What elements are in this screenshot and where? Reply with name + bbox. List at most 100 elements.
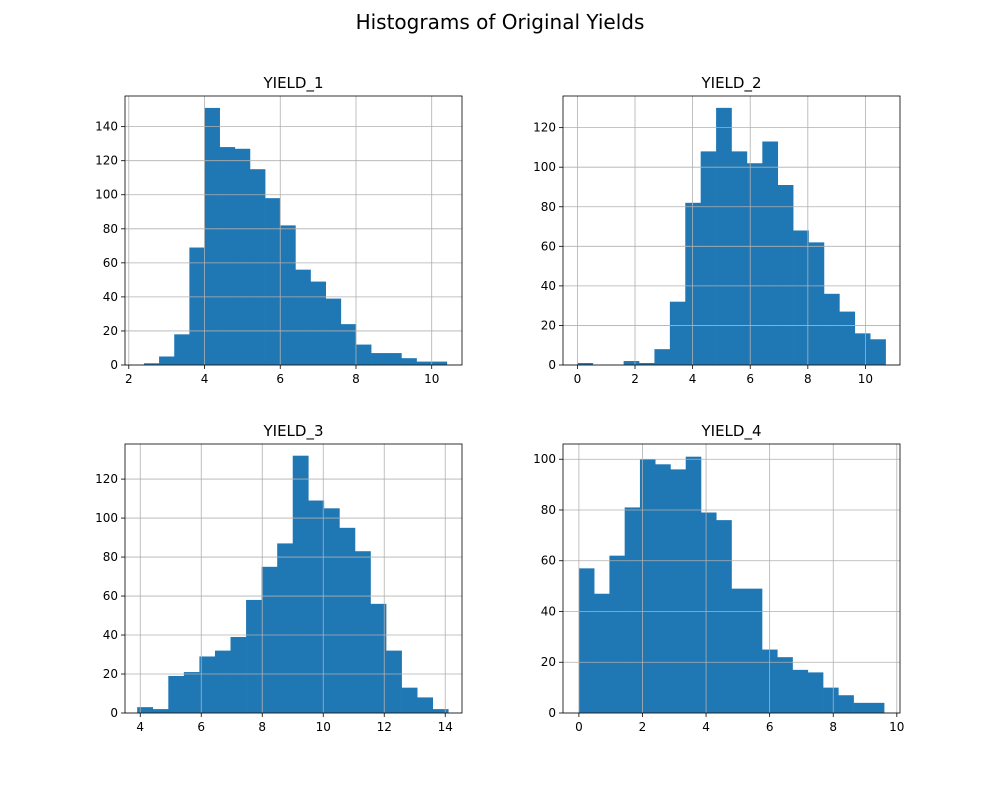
x-tick-label: 4 bbox=[702, 720, 710, 734]
histogram-bar bbox=[137, 707, 154, 713]
histogram-bar bbox=[265, 198, 281, 365]
histogram-bar bbox=[386, 353, 402, 365]
x-tick-label: 14 bbox=[438, 720, 453, 734]
histogram-bar bbox=[839, 311, 856, 365]
panel-title: YIELD_1 bbox=[262, 74, 323, 93]
histogram-bar bbox=[685, 456, 702, 713]
histogram-bar bbox=[168, 675, 185, 713]
histogram-bar bbox=[609, 555, 625, 713]
y-tick-label: 20 bbox=[541, 655, 556, 669]
x-tick-label: 4 bbox=[201, 372, 209, 386]
panel-title: YIELD_3 bbox=[262, 422, 323, 441]
x-tick-label: 6 bbox=[197, 720, 205, 734]
histogram-bar bbox=[401, 358, 417, 365]
histogram-bar bbox=[354, 551, 371, 713]
histogram-bar bbox=[685, 202, 701, 365]
histogram-bar bbox=[594, 593, 610, 713]
histogram-bar bbox=[219, 147, 236, 365]
histogram-bar bbox=[431, 361, 448, 365]
x-tick-label: 8 bbox=[258, 720, 266, 734]
histogram-bar bbox=[339, 527, 356, 713]
panel-title: YIELD_2 bbox=[700, 74, 761, 93]
x-tick-label: 4 bbox=[689, 372, 697, 386]
x-tick-label: 0 bbox=[574, 372, 582, 386]
histogram-bar bbox=[853, 702, 870, 713]
histogram-bar bbox=[792, 669, 809, 713]
histogram-bar bbox=[700, 151, 717, 365]
histogram-bar bbox=[189, 247, 205, 365]
x-tick-label: 8 bbox=[804, 372, 812, 386]
histogram-bar bbox=[762, 141, 779, 365]
axes-frame bbox=[124, 95, 463, 366]
axes-frame bbox=[124, 443, 463, 714]
x-tick-label: 2 bbox=[631, 372, 639, 386]
histogram-bar bbox=[870, 339, 886, 365]
histogram-bar bbox=[731, 588, 748, 713]
histogram-bar bbox=[246, 599, 262, 713]
histogram-bar bbox=[639, 363, 655, 365]
histogram-bar bbox=[777, 185, 794, 365]
histogram-bar bbox=[340, 324, 357, 365]
y-tick-label: 40 bbox=[541, 279, 556, 293]
histogram-bar bbox=[292, 455, 309, 713]
x-tick-label: 8 bbox=[352, 372, 360, 386]
histogram-bar bbox=[325, 298, 342, 365]
histogram-bar bbox=[183, 672, 200, 713]
histogram-bar bbox=[670, 469, 687, 713]
histogram-bar bbox=[623, 361, 640, 365]
histogram-bar bbox=[654, 349, 671, 365]
histogram-bar bbox=[401, 687, 418, 713]
y-tick-label: 80 bbox=[103, 222, 118, 236]
histogram-bar bbox=[249, 169, 266, 365]
histogram-bar bbox=[417, 697, 434, 713]
histogram-bar bbox=[230, 636, 247, 713]
y-tick-label: 120 bbox=[95, 154, 118, 168]
histogram-bar bbox=[577, 363, 594, 365]
x-tick-label: 6 bbox=[746, 372, 754, 386]
y-tick-label: 40 bbox=[103, 290, 118, 304]
histogram-bar bbox=[807, 672, 824, 713]
x-tick-label: 2 bbox=[639, 720, 647, 734]
histogram-bar bbox=[214, 650, 231, 713]
x-tick-label: 2 bbox=[125, 372, 133, 386]
y-tick-label: 100 bbox=[533, 160, 556, 174]
histogram-bar bbox=[746, 163, 763, 365]
histogram-bar bbox=[716, 520, 732, 713]
histogram-bar bbox=[277, 543, 294, 713]
histogram-panel-3: 4 6 8 10 12 14 0 20 40 60 80 100 120 YIELD_3 bbox=[95, 422, 463, 734]
y-tick-label: 100 bbox=[533, 452, 556, 466]
x-tick-label: 10 bbox=[316, 720, 331, 734]
y-tick-label: 140 bbox=[95, 120, 118, 134]
y-tick-label: 80 bbox=[541, 200, 556, 214]
x-tick-label: 4 bbox=[136, 720, 144, 734]
histogram-bar bbox=[308, 500, 325, 713]
figure-title: Histograms of Original Yields bbox=[355, 10, 645, 34]
histogram-bar bbox=[386, 650, 402, 713]
y-tick-label: 120 bbox=[95, 472, 118, 486]
x-tick-label: 12 bbox=[377, 720, 392, 734]
histogram-bar bbox=[669, 301, 686, 365]
histogram-bar bbox=[370, 603, 387, 713]
y-tick-label: 80 bbox=[541, 503, 556, 517]
y-tick-label: 40 bbox=[103, 628, 118, 642]
panel-title: YIELD_4 bbox=[700, 422, 761, 441]
histogram-bar bbox=[295, 269, 311, 365]
y-tick-label: 20 bbox=[103, 667, 118, 681]
histogram-bar bbox=[355, 344, 372, 365]
x-tick-label: 10 bbox=[858, 372, 873, 386]
y-tick-label: 100 bbox=[95, 188, 118, 202]
histogram-bar bbox=[280, 225, 296, 365]
x-tick-label: 6 bbox=[766, 720, 774, 734]
y-tick-label: 0 bbox=[548, 706, 556, 720]
histogram-bar bbox=[159, 356, 175, 365]
y-tick-label: 60 bbox=[103, 589, 118, 603]
histogram-bar bbox=[323, 508, 340, 713]
axes-frame bbox=[562, 95, 901, 366]
histogram-bar bbox=[793, 230, 809, 365]
y-tick-label: 100 bbox=[95, 511, 118, 525]
histogram-bar bbox=[199, 656, 216, 713]
